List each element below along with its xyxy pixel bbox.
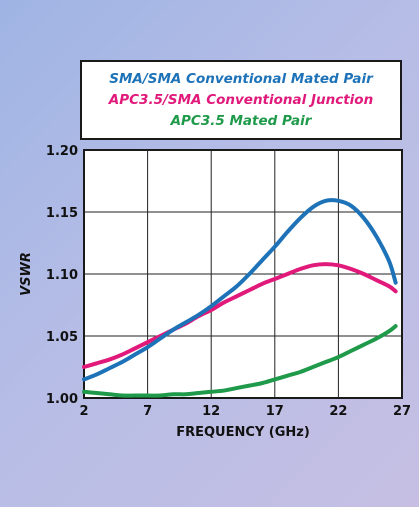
x-tick-label: 17 — [266, 404, 284, 419]
tick-labels: 1.001.051.101.151.202 7 12 17 22 27 — [46, 144, 411, 419]
x-tick-label: 7 — [143, 404, 152, 419]
series-line-apc-sma — [82, 262, 398, 369]
y-tick-label: 1.20 — [46, 144, 78, 159]
legend-entry-apc-sma: APC3.5/SMA Conventional Junction — [108, 92, 374, 108]
legend-entry-sma-sma: SMA/SMA Conventional Mated Pair — [109, 71, 373, 87]
y-tick-label: 1.00 — [46, 392, 78, 407]
y-tick-label: 1.10 — [46, 268, 78, 283]
x-tick-label: 2 — [79, 404, 88, 419]
y-tick-label: 1.05 — [46, 330, 78, 345]
y-axis-title: VSWR — [19, 252, 34, 296]
series-line-apc-apc — [82, 324, 398, 398]
x-tick-label: 12 — [202, 404, 220, 419]
series-group — [82, 198, 398, 398]
x-tick-label: 22 — [329, 404, 347, 419]
grid — [84, 150, 402, 398]
legend-entry-apc-apc: APC3.5 Mated Pair — [170, 113, 312, 129]
series-line-sma-sma — [82, 198, 398, 382]
y-tick-label: 1.15 — [46, 206, 78, 221]
legend: SMA/SMA Conventional Mated Pair APC3.5/S… — [80, 60, 402, 140]
x-axis-title: FREQUENCY (GHz) — [176, 425, 310, 440]
x-tick-label: 27 — [393, 404, 411, 419]
